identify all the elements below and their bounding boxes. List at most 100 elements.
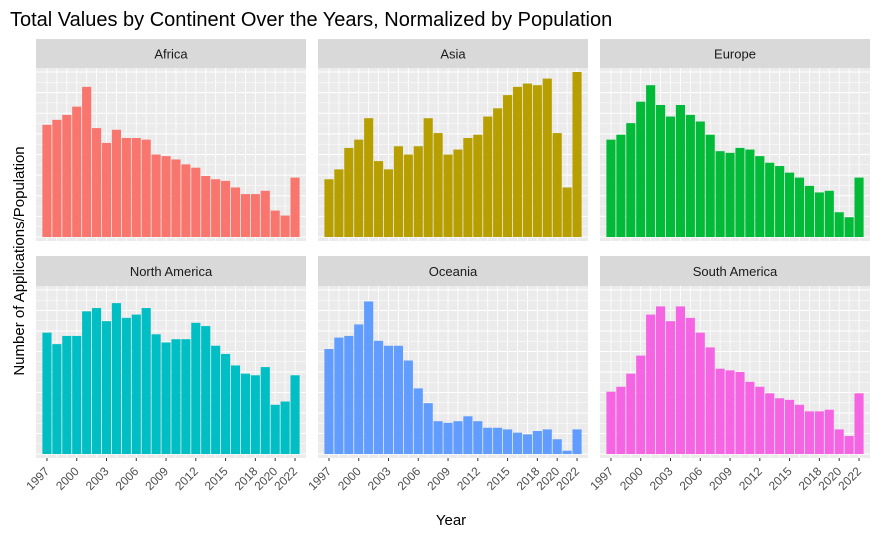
bar-africa-2005 (121, 138, 131, 237)
bar-south-america-2021 (844, 435, 854, 454)
bar-north-america-2001 (82, 311, 92, 454)
bar-europe-2018 (814, 192, 824, 237)
x-tick-label-oceania-2000: 2000 (335, 464, 364, 493)
bar-south-america-2017 (804, 411, 814, 454)
bar-south-america-2015 (785, 399, 795, 454)
bar-oceania-2021 (562, 450, 572, 454)
bar-oceania-1997 (324, 349, 334, 454)
panel-title-north-america: North America (130, 264, 213, 279)
bar-africa-2004 (111, 129, 121, 237)
bar-asia-2021 (562, 187, 572, 237)
bar-asia-2017 (522, 83, 532, 237)
bar-europe-2020 (834, 212, 844, 237)
panel-title-oceania: Oceania (429, 264, 478, 279)
bar-africa-2009 (161, 156, 171, 237)
bar-europe-1998 (616, 134, 626, 237)
bar-north-america-1999 (62, 335, 72, 454)
bar-south-america-2019 (824, 409, 834, 454)
bar-africa-2007 (141, 139, 151, 237)
x-tick-label-south-america-2003: 2003 (647, 464, 676, 493)
bar-south-america-2006 (695, 332, 705, 454)
bar-asia-2020 (552, 133, 562, 237)
bar-africa-2011 (181, 164, 191, 237)
bar-oceania-2015 (503, 429, 513, 454)
bar-oceania-2007 (423, 403, 433, 454)
bar-north-america-1998 (52, 344, 62, 454)
bar-africa-2003 (101, 142, 112, 237)
bar-oceania-2012 (473, 421, 483, 454)
bar-africa-2013 (201, 175, 211, 237)
bar-north-america-2022 (290, 375, 300, 454)
bar-north-america-2014 (211, 345, 221, 454)
bar-africa-2016 (230, 187, 241, 237)
bar-africa-2014 (211, 179, 221, 237)
bar-south-america-2022 (854, 393, 864, 454)
bar-asia-1999 (344, 147, 354, 237)
bar-north-america-2021 (280, 401, 290, 454)
bar-oceania-2020 (552, 439, 562, 454)
bar-europe-2001 (646, 85, 656, 237)
bar-south-america-2002 (656, 306, 666, 454)
bar-africa-2000 (72, 106, 82, 238)
bar-north-america-2000 (72, 335, 82, 454)
bar-europe-2000 (636, 101, 646, 237)
bar-asia-2006 (413, 146, 423, 237)
panel-strip-africa (36, 39, 306, 68)
bar-south-america-1998 (616, 386, 626, 454)
bar-north-america-2008 (151, 334, 161, 454)
bar-europe-2008 (715, 151, 725, 237)
bar-africa-2006 (131, 138, 141, 237)
bar-oceania-2002 (374, 340, 384, 454)
bar-africa-2015 (221, 180, 231, 237)
bar-south-america-1997 (606, 391, 616, 454)
bar-south-america-2018 (814, 411, 824, 454)
bar-europe-2016 (794, 177, 805, 237)
bar-europe-1999 (626, 123, 636, 237)
bar-asia-2018 (532, 85, 542, 237)
bar-europe-2002 (656, 105, 666, 237)
bar-oceania-2008 (433, 421, 443, 454)
bar-oceania-2004 (393, 345, 403, 454)
x-tick-label-south-america-2006: 2006 (677, 464, 706, 493)
bar-north-america-2006 (131, 314, 141, 454)
bar-asia-2019 (542, 78, 552, 237)
bar-oceania-2017 (522, 434, 532, 454)
x-tick-label-north-america-2003: 2003 (83, 464, 112, 493)
bar-south-america-2013 (765, 393, 775, 454)
bar-europe-2003 (665, 116, 676, 237)
bar-africa-2017 (240, 194, 250, 237)
bar-south-america-2010 (735, 372, 745, 454)
panel-title-south-america: South America (693, 264, 778, 279)
bar-africa-2001 (82, 86, 92, 237)
bar-north-america-2011 (181, 339, 191, 454)
x-tick-label-oceania-2003: 2003 (365, 464, 394, 493)
bar-asia-2009 (443, 154, 453, 237)
bar-oceania-2013 (483, 427, 493, 454)
bar-south-america-2011 (745, 381, 755, 454)
y-axis-label: Number of Applications/Population (11, 146, 28, 375)
bar-oceania-1998 (334, 337, 344, 454)
bar-europe-2010 (735, 147, 745, 237)
bar-south-america-2016 (794, 404, 805, 454)
x-tick-label-north-america-2000: 2000 (53, 464, 82, 493)
bar-europe-2005 (685, 114, 695, 237)
x-tick-label-oceania-1997: 1997 (305, 464, 334, 493)
bar-europe-2021 (844, 217, 854, 237)
bar-north-america-2016 (230, 365, 241, 454)
x-tick-label-north-america-2009: 2009 (142, 464, 171, 493)
bar-oceania-2018 (532, 431, 542, 454)
x-axis-label: Year (436, 512, 466, 529)
x-tick-label-oceania-2006: 2006 (395, 464, 424, 493)
bar-africa-2018 (250, 194, 260, 237)
bar-europe-2022 (854, 177, 864, 237)
bar-asia-2000 (354, 139, 364, 237)
bar-europe-2019 (824, 190, 834, 237)
bar-oceania-2019 (542, 429, 552, 454)
bar-oceania-2016 (512, 432, 523, 454)
panel-title-europe: Europe (714, 47, 756, 62)
panel-title-africa: Africa (154, 47, 188, 62)
bar-europe-2014 (775, 166, 785, 237)
bar-asia-2007 (423, 118, 433, 237)
bar-south-america-2000 (636, 355, 646, 454)
bar-north-america-2020 (270, 404, 280, 454)
